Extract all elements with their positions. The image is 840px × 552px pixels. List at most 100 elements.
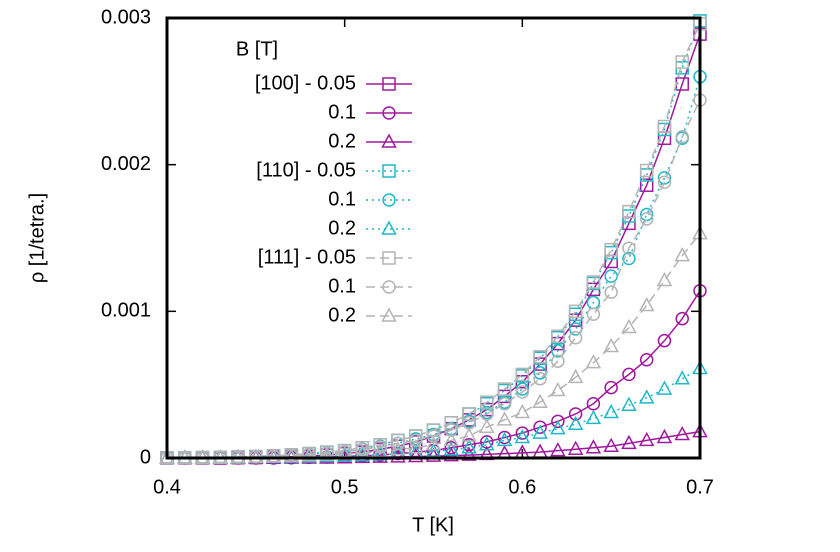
marker — [603, 403, 619, 419]
legend-marker — [381, 133, 397, 148]
marker — [656, 380, 673, 395]
marker — [585, 409, 602, 425]
marker — [638, 389, 655, 404]
marker — [248, 448, 264, 463]
legend-marker — [382, 251, 396, 265]
legend-marker — [382, 106, 396, 120]
legend-label: [100] - 0.05 — [255, 72, 356, 94]
marker — [639, 212, 654, 226]
y-axis-label: ρ [1/tetra.] — [26, 193, 48, 283]
marker — [497, 430, 512, 445]
legend-label: [110] - 0.05 — [256, 159, 356, 181]
marker — [407, 439, 424, 454]
marker — [533, 372, 547, 386]
marker — [425, 436, 442, 451]
marker — [551, 354, 565, 368]
marker — [567, 415, 584, 431]
marker — [621, 396, 637, 411]
legend-label: 0.1 — [328, 275, 356, 297]
legend-marker — [381, 220, 397, 235]
legend-marker — [382, 77, 396, 91]
marker — [533, 350, 547, 364]
marker — [674, 370, 690, 385]
marker — [550, 381, 566, 397]
marker — [604, 242, 618, 257]
series-line — [166, 76, 701, 459]
legend-marker — [381, 307, 397, 322]
marker — [479, 436, 495, 451]
marker — [603, 437, 619, 453]
marker — [443, 441, 460, 456]
marker — [638, 431, 655, 447]
marker — [622, 367, 636, 382]
marker — [319, 446, 335, 461]
marker — [408, 433, 423, 448]
marker — [283, 447, 300, 463]
legend-marker — [382, 164, 396, 178]
marker — [639, 178, 654, 192]
marker — [425, 447, 442, 462]
marker — [461, 446, 477, 461]
marker — [514, 428, 531, 444]
marker — [622, 204, 636, 219]
marker — [265, 448, 282, 463]
marker — [462, 438, 476, 452]
marker — [621, 434, 637, 450]
marker — [604, 380, 618, 395]
legend-marker — [382, 280, 396, 294]
marker — [390, 441, 406, 456]
marker — [657, 175, 672, 190]
marker — [604, 269, 618, 283]
marker — [674, 247, 690, 262]
marker — [567, 440, 584, 455]
marker — [586, 275, 601, 289]
marker — [515, 367, 530, 382]
marker — [622, 251, 636, 266]
marker — [390, 448, 406, 463]
x-tick-label: 0.5 — [331, 476, 359, 498]
marker — [355, 442, 370, 457]
y-tick-label: 0.001 — [101, 300, 151, 322]
marker — [461, 427, 477, 442]
series-line — [167, 33, 701, 459]
marker — [568, 330, 583, 345]
marker — [550, 420, 566, 435]
x-tick-label: 0.7 — [686, 476, 714, 498]
marker — [674, 425, 690, 441]
marker — [373, 440, 387, 454]
marker — [230, 448, 246, 464]
marker — [515, 385, 530, 399]
plot-frame — [165, 16, 702, 460]
marker — [656, 271, 673, 287]
marker — [533, 420, 547, 434]
marker — [426, 429, 441, 443]
marker — [586, 307, 601, 322]
marker — [639, 207, 654, 222]
marker — [568, 304, 583, 319]
marker — [639, 352, 654, 367]
marker — [551, 329, 565, 344]
marker — [656, 428, 673, 444]
y-tick-label: 0 — [140, 446, 151, 468]
marker — [567, 368, 584, 384]
marker — [621, 318, 637, 334]
marker — [443, 431, 460, 447]
marker — [479, 418, 495, 433]
marker — [551, 414, 565, 429]
marker — [354, 448, 371, 464]
marker — [603, 337, 619, 353]
marker — [657, 333, 672, 348]
marker — [515, 426, 530, 440]
marker — [604, 285, 618, 300]
marker — [586, 396, 601, 411]
legend-label: [111] - 0.05 — [258, 246, 356, 268]
legend-label: 0.1 — [328, 188, 356, 210]
marker — [675, 311, 689, 326]
marker — [675, 55, 689, 69]
marker — [372, 446, 388, 461]
x-tick-label: 0.6 — [508, 476, 536, 498]
marker — [532, 393, 548, 409]
marker — [585, 439, 602, 454]
